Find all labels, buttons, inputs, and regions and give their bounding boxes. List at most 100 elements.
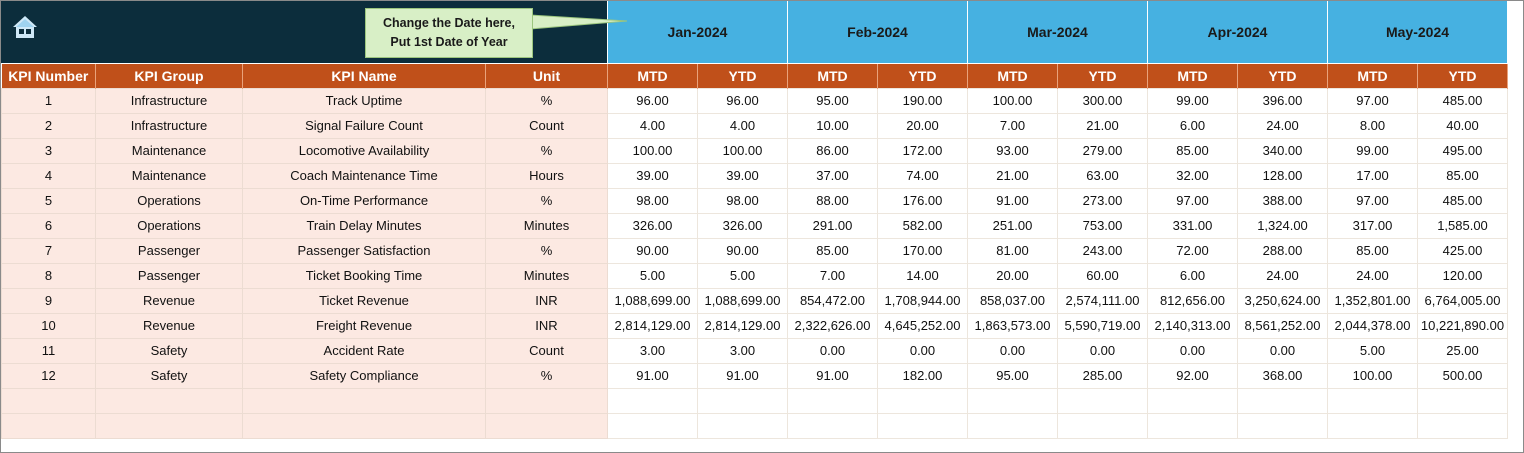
kpi-group-cell[interactable]: Infrastructure <box>95 112 243 139</box>
ytd-cell[interactable]: 2,814,129.00 <box>697 312 788 339</box>
mtd-cell[interactable]: 5.00 <box>1327 337 1418 364</box>
mtd-cell[interactable] <box>1327 387 1418 414</box>
ytd-cell[interactable]: 288.00 <box>1237 237 1328 264</box>
ytd-cell[interactable]: 3.00 <box>697 337 788 364</box>
mtd-cell[interactable]: 97.00 <box>1327 87 1418 114</box>
mtd-cell[interactable]: 100.00 <box>607 137 698 164</box>
mtd-cell[interactable]: 85.00 <box>787 237 878 264</box>
kpi-number-cell[interactable]: 4 <box>1 162 96 189</box>
mtd-cell[interactable]: 17.00 <box>1327 162 1418 189</box>
mtd-cell[interactable] <box>787 412 878 439</box>
mtd-cell[interactable] <box>787 387 878 414</box>
unit-cell[interactable]: Minutes <box>485 262 608 289</box>
kpi-group-cell[interactable]: Revenue <box>95 287 243 314</box>
ytd-cell[interactable] <box>877 412 968 439</box>
kpi-number-cell[interactable]: 7 <box>1 237 96 264</box>
unit-cell[interactable]: Count <box>485 337 608 364</box>
kpi-group-cell[interactable] <box>95 387 243 414</box>
ytd-cell[interactable] <box>697 412 788 439</box>
ytd-cell[interactable]: 326.00 <box>697 212 788 239</box>
ytd-cell[interactable] <box>697 387 788 414</box>
kpi-name-cell[interactable]: Passenger Satisfaction <box>242 237 486 264</box>
kpi-number-cell[interactable] <box>1 412 96 439</box>
ytd-cell[interactable] <box>1057 412 1148 439</box>
kpi-group-cell[interactable]: Operations <box>95 187 243 214</box>
ytd-cell[interactable]: 20.00 <box>877 112 968 139</box>
mtd-cell[interactable]: 97.00 <box>1327 187 1418 214</box>
kpi-number-cell[interactable]: 12 <box>1 362 96 389</box>
ytd-cell[interactable]: 24.00 <box>1237 262 1328 289</box>
ytd-cell[interactable]: 5,590,719.00 <box>1057 312 1148 339</box>
ytd-cell[interactable]: 0.00 <box>877 337 968 364</box>
mtd-cell[interactable]: 6.00 <box>1147 262 1238 289</box>
ytd-cell[interactable]: 1,088,699.00 <box>697 287 788 314</box>
mtd-cell[interactable]: 39.00 <box>607 162 698 189</box>
mtd-cell[interactable] <box>1147 412 1238 439</box>
ytd-cell[interactable]: 1,585.00 <box>1417 212 1508 239</box>
ytd-cell[interactable]: 753.00 <box>1057 212 1148 239</box>
mtd-cell[interactable]: 81.00 <box>967 237 1058 264</box>
mtd-cell[interactable]: 0.00 <box>967 337 1058 364</box>
mtd-cell[interactable]: 98.00 <box>607 187 698 214</box>
mtd-cell[interactable]: 0.00 <box>1147 337 1238 364</box>
ytd-cell[interactable]: 1,708,944.00 <box>877 287 968 314</box>
mtd-cell[interactable]: 5.00 <box>607 262 698 289</box>
ytd-cell[interactable]: 243.00 <box>1057 237 1148 264</box>
mtd-cell[interactable]: 291.00 <box>787 212 878 239</box>
ytd-cell[interactable]: 500.00 <box>1417 362 1508 389</box>
ytd-cell[interactable] <box>1237 387 1328 414</box>
ytd-cell[interactable]: 368.00 <box>1237 362 1328 389</box>
mtd-cell[interactable]: 85.00 <box>1147 137 1238 164</box>
mtd-cell[interactable]: 3.00 <box>607 337 698 364</box>
mtd-cell[interactable]: 95.00 <box>967 362 1058 389</box>
mtd-cell[interactable]: 2,140,313.00 <box>1147 312 1238 339</box>
mtd-cell[interactable]: 4.00 <box>607 112 698 139</box>
ytd-cell[interactable]: 24.00 <box>1237 112 1328 139</box>
mtd-cell[interactable]: 97.00 <box>1147 187 1238 214</box>
mtd-cell[interactable]: 72.00 <box>1147 237 1238 264</box>
ytd-cell[interactable]: 388.00 <box>1237 187 1328 214</box>
kpi-group-cell[interactable] <box>95 412 243 439</box>
ytd-cell[interactable]: 176.00 <box>877 187 968 214</box>
mtd-cell[interactable]: 7.00 <box>787 262 878 289</box>
unit-cell[interactable]: % <box>485 237 608 264</box>
kpi-name-cell[interactable]: Coach Maintenance Time <box>242 162 486 189</box>
kpi-name-cell[interactable]: Ticket Revenue <box>242 287 486 314</box>
mtd-cell[interactable]: 317.00 <box>1327 212 1418 239</box>
mtd-cell[interactable]: 812,656.00 <box>1147 287 1238 314</box>
mtd-cell[interactable]: 99.00 <box>1147 87 1238 114</box>
mtd-cell[interactable]: 854,472.00 <box>787 287 878 314</box>
kpi-name-cell[interactable]: Locomotive Availability <box>242 137 486 164</box>
ytd-cell[interactable]: 172.00 <box>877 137 968 164</box>
mtd-cell[interactable]: 8.00 <box>1327 112 1418 139</box>
kpi-name-cell[interactable]: Train Delay Minutes <box>242 212 486 239</box>
month-header[interactable]: May-2024 <box>1327 1 1507 63</box>
kpi-name-cell[interactable] <box>242 387 486 414</box>
kpi-group-cell[interactable]: Maintenance <box>95 137 243 164</box>
mtd-cell[interactable]: 331.00 <box>1147 212 1238 239</box>
mtd-cell[interactable]: 2,044,378.00 <box>1327 312 1418 339</box>
mtd-cell[interactable]: 1,088,699.00 <box>607 287 698 314</box>
mtd-cell[interactable]: 37.00 <box>787 162 878 189</box>
ytd-cell[interactable]: 582.00 <box>877 212 968 239</box>
mtd-cell[interactable]: 326.00 <box>607 212 698 239</box>
ytd-cell[interactable]: 21.00 <box>1057 112 1148 139</box>
mtd-cell[interactable] <box>967 412 1058 439</box>
kpi-number-cell[interactable]: 6 <box>1 212 96 239</box>
mtd-cell[interactable]: 21.00 <box>967 162 1058 189</box>
mtd-cell[interactable]: 2,814,129.00 <box>607 312 698 339</box>
kpi-name-cell[interactable]: Freight Revenue <box>242 312 486 339</box>
ytd-cell[interactable]: 74.00 <box>877 162 968 189</box>
kpi-name-cell[interactable]: On-Time Performance <box>242 187 486 214</box>
mtd-cell[interactable]: 20.00 <box>967 262 1058 289</box>
unit-cell[interactable]: INR <box>485 312 608 339</box>
mtd-cell[interactable]: 91.00 <box>967 187 1058 214</box>
unit-cell[interactable]: INR <box>485 287 608 314</box>
ytd-cell[interactable]: 170.00 <box>877 237 968 264</box>
unit-cell[interactable] <box>485 387 608 414</box>
mtd-cell[interactable]: 251.00 <box>967 212 1058 239</box>
ytd-cell[interactable]: 340.00 <box>1237 137 1328 164</box>
kpi-name-cell[interactable]: Track Uptime <box>242 87 486 114</box>
mtd-cell[interactable]: 0.00 <box>787 337 878 364</box>
kpi-name-cell[interactable]: Ticket Booking Time <box>242 262 486 289</box>
